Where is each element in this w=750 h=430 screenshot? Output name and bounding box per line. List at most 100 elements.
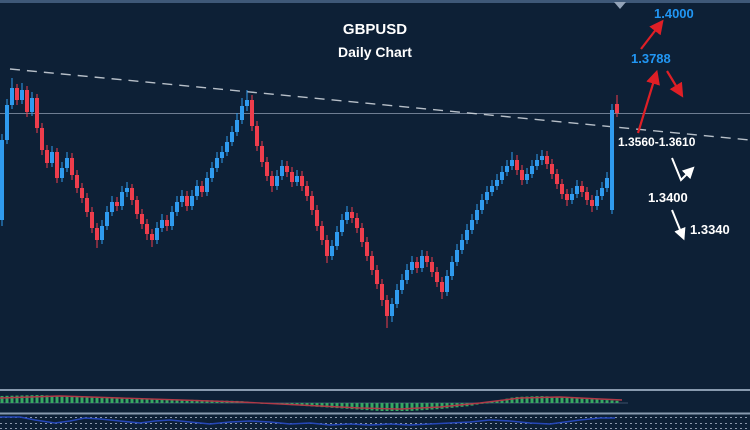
candle-body [85,198,89,212]
macd-histogram-bar [100,397,104,403]
red-arrow [640,19,664,50]
candlestick-layer [0,78,619,328]
candle-body [550,164,554,174]
candle-body [615,104,619,113]
price-label-support-1: 1.3400 [648,190,688,205]
candle-body [240,106,244,120]
candle-body [25,90,29,112]
macd-histogram-bar [385,403,389,411]
candle-body [180,196,184,202]
macd-histogram-bar [370,403,374,411]
candle-body [310,196,314,210]
macd-histogram-bar [45,395,49,403]
candle-body [50,152,54,163]
candle-body [325,240,329,256]
candle-body [455,250,459,262]
candle-body [270,176,274,186]
macd-histogram-bar [425,403,429,410]
candle-body [450,262,454,276]
candle-body [390,304,394,316]
candle-body [425,256,429,262]
candle-body [495,180,499,186]
candle-body [525,174,529,180]
candle-body [300,176,304,186]
candle-body [30,98,34,112]
candle-body [585,192,589,200]
candle-body [280,166,284,176]
candle-body [365,242,369,256]
macd-histogram-bar [160,399,164,403]
candle-body [160,220,164,228]
white-arrow [671,157,695,182]
candle-body [10,88,14,105]
candle-body [60,168,64,178]
macd-histogram-bar [5,395,9,403]
macd-histogram-bar [520,396,524,403]
candle-body [220,152,224,158]
macd-histogram-bar [30,395,34,403]
chart-timeframe-subtitle: Daily Chart [338,44,412,60]
candle-body [370,256,374,270]
macd-histogram-bar [155,398,159,403]
macd-histogram-bar [330,403,334,408]
candle-body [315,210,319,226]
macd-histogram-bar [575,397,579,403]
candle-body [215,158,219,168]
candle-body [415,262,419,268]
candle-body [530,166,534,174]
red-arrow [666,70,684,98]
candle-body [330,246,334,256]
macd-histogram-bar [415,403,419,411]
top-border-strip [0,0,750,3]
macd-histogram-bar [555,396,559,403]
candle-body [595,196,599,206]
macd-histogram-bar [365,403,369,411]
candle-body [545,156,549,164]
macd-histogram-bar [595,399,599,403]
candle-body [555,174,559,184]
macd-histogram-bar [390,403,394,411]
candle-body [575,186,579,194]
macd-histogram-bar [115,397,119,403]
candle-body [345,212,349,220]
price-label-target-mid: 1.3788 [631,51,671,66]
macd-histogram-bar [180,399,184,403]
candle-body [355,218,359,228]
candle-body [115,202,119,206]
red-forecast-arrows [636,19,684,134]
candle-body [100,226,104,240]
candle-body [210,168,214,178]
macd-histogram-bar [570,397,574,403]
candle-body [165,220,169,226]
macd-histogram-bar [185,399,189,403]
candle-body [410,262,414,270]
candle-body [535,160,539,166]
panel-separator [0,389,750,391]
candle-body [45,150,49,163]
macd-histogram-bar [95,397,99,403]
oscillator-indicator-panel [0,416,750,429]
macd-histogram-bar [615,400,619,403]
candle-body [400,280,404,290]
candle-body [5,105,9,140]
candle-body [205,178,209,192]
candle-body [265,162,269,176]
descending-trendline [9,68,750,141]
macd-histogram-bar [485,402,489,404]
candle-body [255,126,259,146]
macd-histogram-bar [70,396,74,403]
macd-histogram-bar [75,396,79,403]
macd-histogram-bar [420,403,424,411]
candle-body [35,98,39,128]
macd-histogram-bar [80,397,84,403]
oscillator-line [0,416,615,426]
macd-histogram-bar [345,403,349,409]
price-label-resistance-zone: 1.3560-1.3610 [618,135,696,149]
chart-title-box: GBPUSD Daily Chart [275,21,475,61]
macd-histogram-bar [565,397,569,403]
candle-body [285,166,289,172]
candle-body [460,240,464,250]
candle-body [570,194,574,200]
